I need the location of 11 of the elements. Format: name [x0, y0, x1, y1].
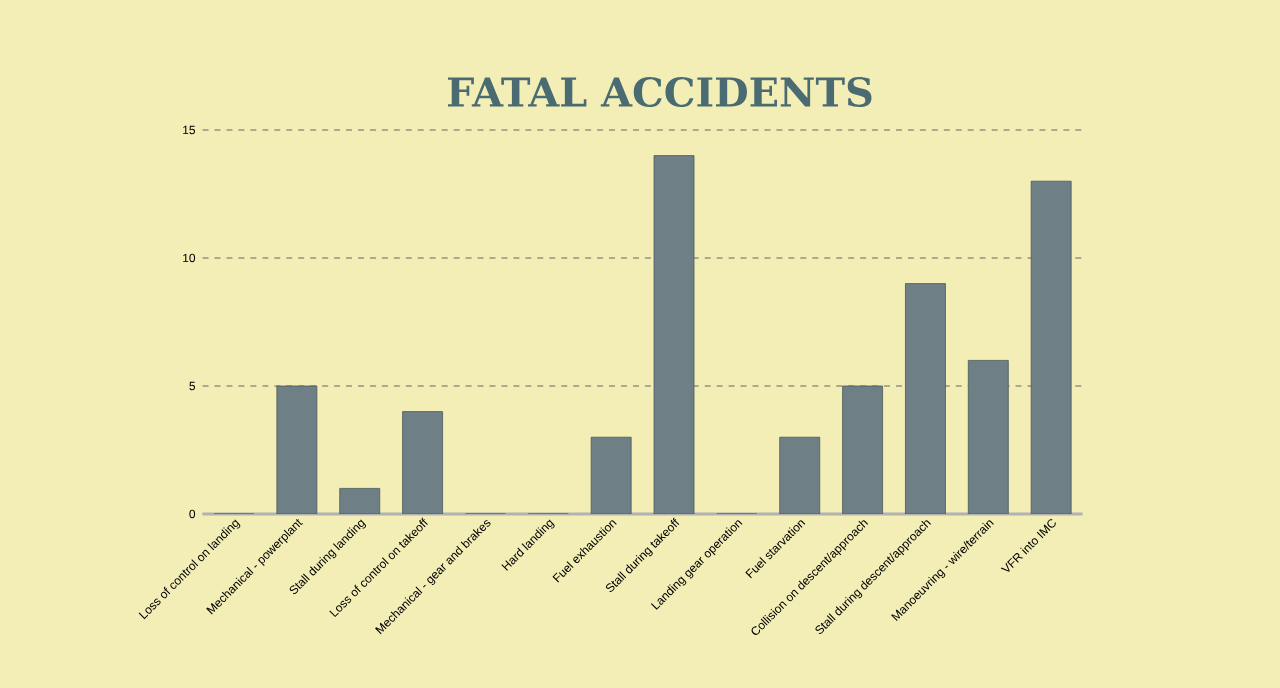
bar [276, 385, 318, 514]
bar [1030, 180, 1072, 514]
bar [967, 360, 1009, 514]
bar [402, 411, 443, 514]
bar [653, 155, 695, 514]
bar [905, 283, 946, 514]
bar [779, 436, 821, 514]
bar [590, 436, 632, 514]
chart-title: FATAL ACCIDENTS [448, 76, 872, 108]
bar [842, 385, 883, 514]
bar [339, 488, 380, 514]
